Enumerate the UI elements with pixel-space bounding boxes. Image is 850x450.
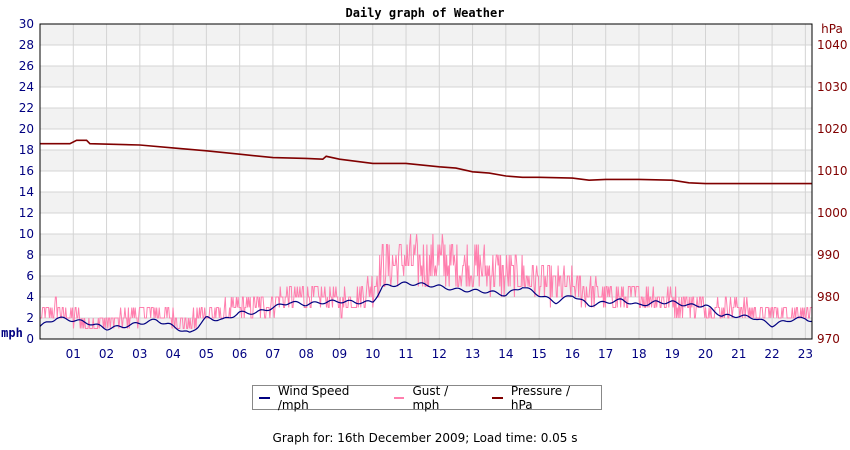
chart-title: Daily graph of Weather: [346, 6, 505, 20]
gust-line: [40, 233, 812, 329]
legend-label-wind: Wind Speed /mph: [277, 383, 350, 412]
x-tick-label: 04: [165, 347, 180, 361]
x-tick-label: 21: [731, 347, 746, 361]
x-tick-label: 06: [232, 347, 247, 361]
left-tick-label: 30: [19, 17, 34, 31]
legend-item-gust: Gust / mph: [393, 383, 472, 412]
wind-swatch: [259, 396, 270, 399]
right-tick-label: 970: [817, 332, 840, 346]
left-tick-label: 8: [26, 248, 34, 262]
x-tick-label: 03: [132, 347, 147, 361]
x-tick-label: 18: [631, 347, 646, 361]
left-tick-label: 10: [19, 227, 34, 241]
graph-footer: Graph for: 16th December 2009; Load time…: [272, 431, 578, 445]
legend-label-pressure: Pressure / hPa: [510, 383, 571, 412]
legend: Wind Speed /mph Gust / mph Pressure / hP…: [252, 383, 602, 412]
plot-band: [40, 213, 812, 234]
left-tick-label: 6: [26, 269, 34, 283]
right-tick-label: 1020: [817, 122, 848, 136]
wind-series: [39, 281, 813, 333]
pressure-line: [40, 139, 812, 185]
x-axis-ticks: 01 02 03 04 05 06 07 08 09 10 11 12 13 14 15 16 17 18 19 20…: [66, 347, 813, 361]
left-tick-label: 12: [19, 206, 34, 220]
plot-band: [40, 234, 812, 255]
x-tick-label: 15: [531, 347, 546, 361]
x-tick-label: 23: [798, 347, 813, 361]
left-tick-label: 4: [26, 290, 34, 304]
x-tick-label: 12: [432, 347, 447, 361]
gust-series: [40, 233, 812, 329]
plot-band: [40, 192, 812, 213]
right-tick-label: 1030: [817, 80, 848, 94]
x-tick-label: 14: [498, 347, 513, 361]
left-tick-label: 22: [19, 101, 34, 115]
x-tick-label: 17: [598, 347, 613, 361]
pressure-swatch: [492, 396, 503, 399]
x-tick-label: 13: [465, 347, 480, 361]
plot-band: [40, 171, 812, 192]
right-tick-label: 1040: [817, 38, 848, 52]
plot-band: [40, 66, 812, 87]
x-tick-label: 22: [764, 347, 779, 361]
right-tick-label: 1000: [817, 206, 848, 220]
x-tick-label: 02: [99, 347, 114, 361]
plot-band: [40, 24, 812, 45]
x-tick-label: 20: [698, 347, 713, 361]
plot-band: [40, 45, 812, 66]
x-tick-label: 01: [66, 347, 81, 361]
x-tick-label: 16: [565, 347, 580, 361]
right-axis-unit: hPa: [821, 22, 843, 36]
legend-label-gust: Gust / mph: [412, 383, 449, 412]
x-tick-label: 09: [332, 347, 347, 361]
wind-line: [39, 281, 813, 333]
right-tick-label: 990: [817, 248, 840, 262]
x-tick-label: 05: [199, 347, 214, 361]
right-tick-label: 980: [817, 290, 840, 304]
plot-bands: [40, 24, 812, 339]
left-tick-label: 28: [19, 38, 34, 52]
left-tick-label: 0: [26, 332, 34, 346]
left-tick-label: 14: [19, 185, 34, 199]
x-tick-label: 07: [265, 347, 280, 361]
plot-frame: [39, 23, 813, 340]
left-tick-label: 2: [26, 311, 34, 325]
left-tick-label: 26: [19, 59, 34, 73]
x-tick-label: 19: [665, 347, 680, 361]
plot-band: [40, 129, 812, 150]
pressure-series: [40, 139, 812, 185]
left-tick-label: 16: [19, 164, 34, 178]
x-tick-label: 08: [299, 347, 314, 361]
legend-item-wind: Wind Speed /mph: [259, 384, 374, 412]
right-axis-ticks: 970 980 990 1000 1010 1020 1030 1040: [817, 38, 848, 346]
legend-item-pressure: Pressure / hPa: [492, 384, 587, 412]
plot-band: [40, 318, 812, 339]
plot-band: [40, 108, 812, 129]
gust-swatch: [393, 396, 405, 399]
left-tick-label: 24: [19, 80, 34, 94]
x-tick-label: 11: [398, 347, 413, 361]
left-axis-unit: mph: [1, 326, 23, 340]
plot-band: [40, 87, 812, 108]
right-tick-label: 1010: [817, 164, 848, 178]
plot-band: [40, 150, 812, 171]
x-tick-label: 10: [365, 347, 380, 361]
left-tick-label: 18: [19, 143, 34, 157]
left-tick-label: 20: [19, 122, 34, 136]
